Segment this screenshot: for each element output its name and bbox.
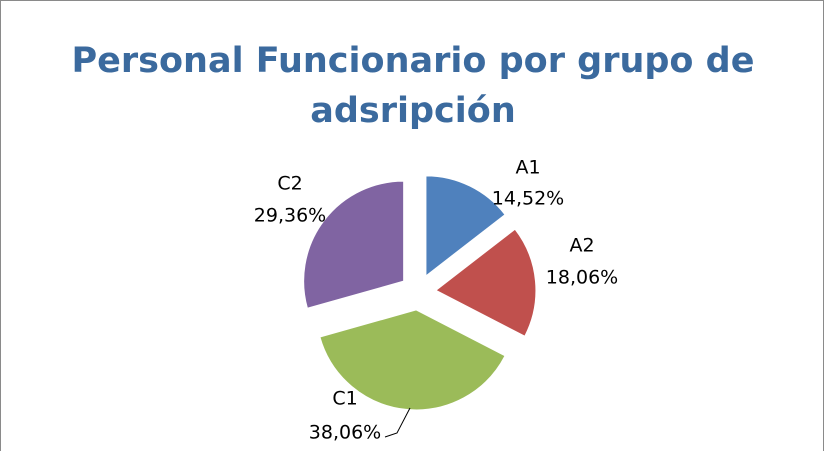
slice-name: A2 [569, 235, 594, 257]
chart-title: Personal Funcionario por grupo de adsripc… [72, 41, 755, 131]
slice-name: C2 [277, 173, 302, 195]
slice-value-label: 14,52% [492, 188, 564, 210]
slice-name: A1 [515, 157, 540, 179]
slice-value-label: 18,06% [546, 267, 618, 289]
slice-value-label: 29,36% [254, 205, 326, 227]
slice-name: C1 [332, 388, 357, 410]
slice-value-label: 38,06% [309, 422, 381, 444]
pie-slice [434, 228, 537, 337]
pie-slice [319, 309, 506, 411]
pie-slice [425, 175, 506, 277]
pie-slice [303, 180, 405, 309]
leader-line [384, 407, 411, 438]
